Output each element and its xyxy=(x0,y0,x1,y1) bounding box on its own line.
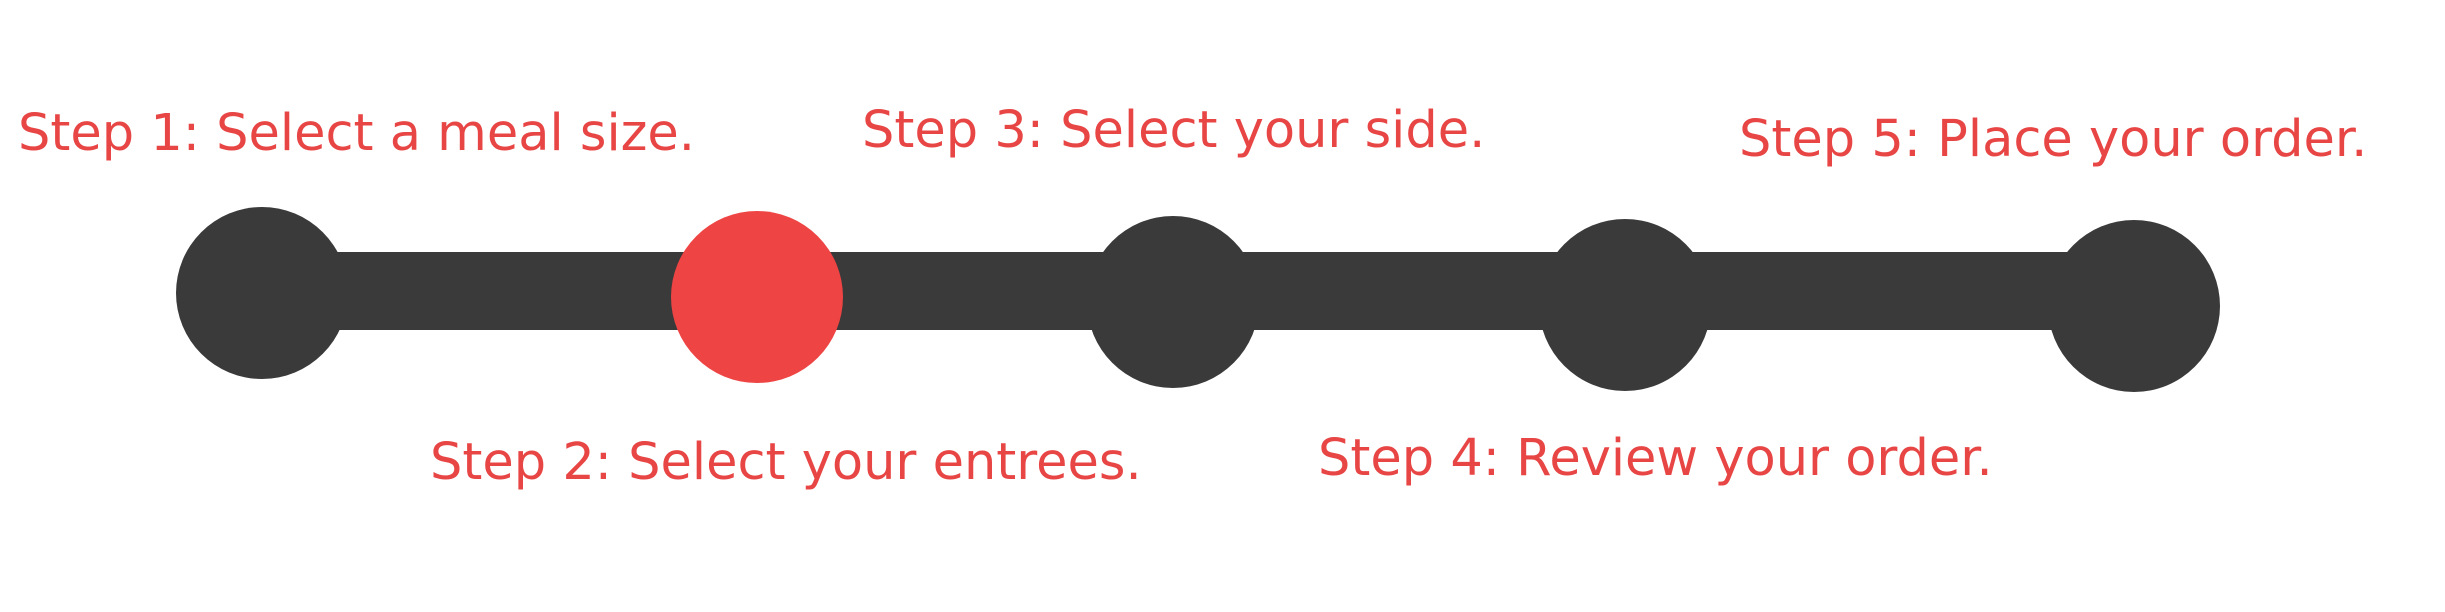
step-4-label: Step 4: Review your order. xyxy=(1318,429,1993,488)
step-2-label: Step 2: Select your entrees. xyxy=(430,433,1142,492)
step-4-node[interactable] xyxy=(1539,219,1711,391)
step-5-label: Step 5: Place your order. xyxy=(1739,110,2368,169)
step-1-label: Step 1: Select a meal size. xyxy=(18,104,695,163)
step-3-node[interactable] xyxy=(1087,216,1259,388)
step-3-label: Step 3: Select your side. xyxy=(862,101,1486,160)
step-5-node[interactable] xyxy=(2048,220,2220,392)
step-1-node[interactable] xyxy=(176,207,348,379)
step-2-node[interactable] xyxy=(671,211,843,383)
